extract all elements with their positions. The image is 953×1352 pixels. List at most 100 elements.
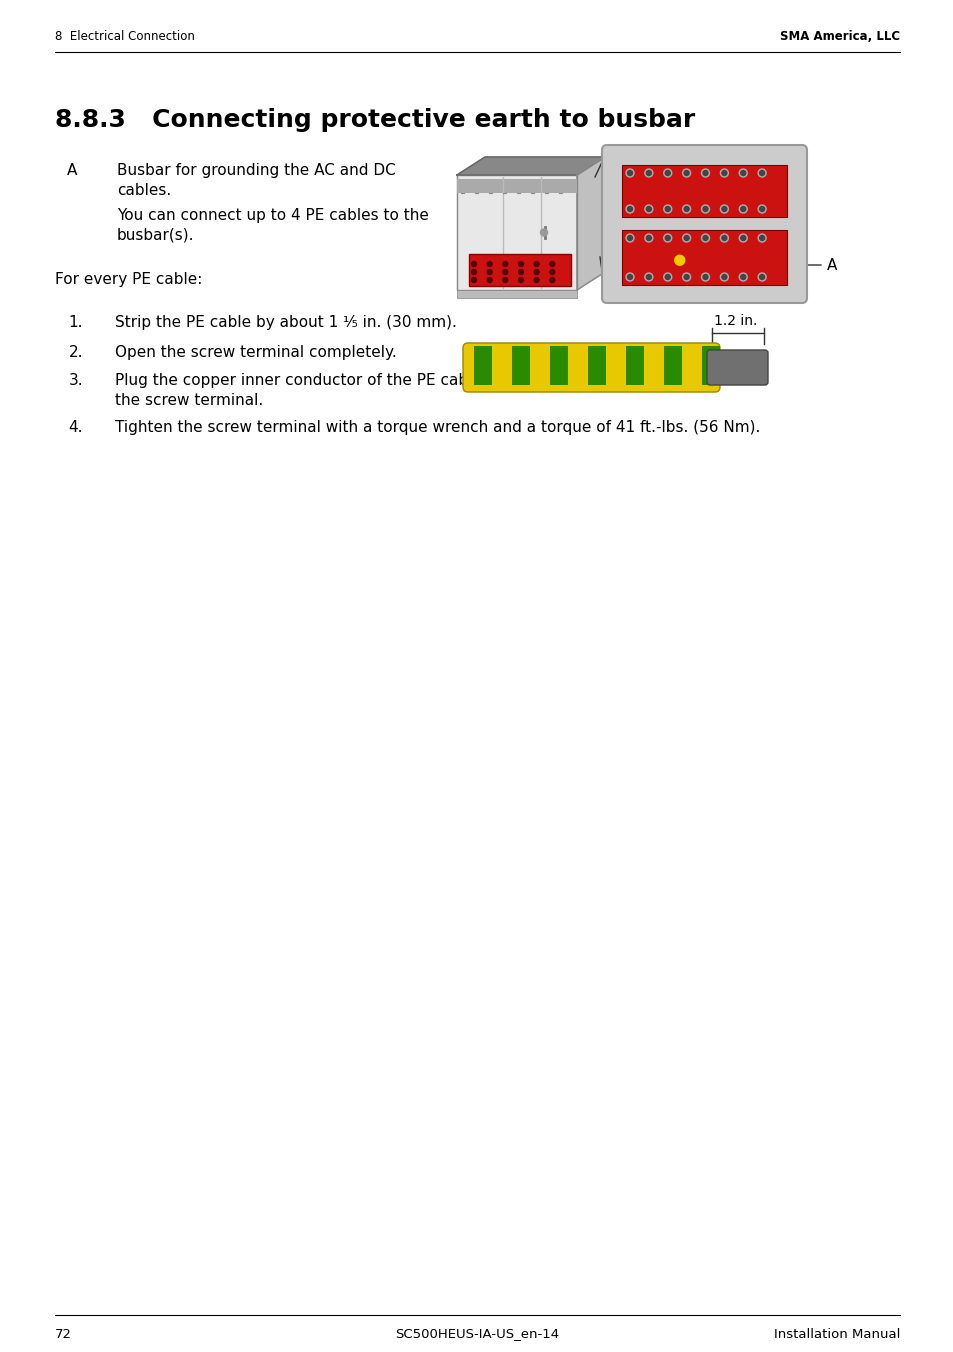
Circle shape [682, 234, 690, 242]
Text: You can connect up to 4 PE cables to the: You can connect up to 4 PE cables to the [117, 208, 429, 223]
Circle shape [625, 234, 634, 242]
Circle shape [625, 169, 634, 177]
Circle shape [487, 277, 492, 283]
Text: For every PE cable:: For every PE cable: [55, 272, 202, 287]
Bar [625, 346, 643, 385]
Circle shape [683, 170, 688, 176]
Circle shape [644, 169, 652, 177]
Circle shape [518, 269, 523, 274]
Circle shape [700, 273, 709, 281]
Circle shape [664, 207, 670, 211]
Circle shape [471, 269, 476, 274]
Circle shape [720, 234, 727, 242]
Circle shape [721, 170, 726, 176]
Text: 2.: 2. [69, 345, 83, 360]
Circle shape [682, 273, 690, 281]
Polygon shape [577, 157, 604, 289]
Circle shape [549, 269, 555, 274]
Circle shape [739, 206, 746, 214]
Bar [469, 254, 571, 287]
Circle shape [721, 207, 726, 211]
Circle shape [702, 235, 707, 241]
Bar [456, 178, 577, 193]
Circle shape [740, 274, 745, 280]
Circle shape [739, 273, 746, 281]
Circle shape [663, 169, 671, 177]
Circle shape [740, 207, 745, 211]
Circle shape [646, 207, 651, 211]
Circle shape [683, 274, 688, 280]
Circle shape [720, 273, 727, 281]
Circle shape [518, 261, 523, 266]
Circle shape [663, 206, 671, 214]
Text: Strip the PE cable by about 1 ¹⁄₅ in. (30 mm).: Strip the PE cable by about 1 ¹⁄₅ in. (3… [115, 315, 456, 330]
Text: 72: 72 [55, 1328, 71, 1340]
Circle shape [759, 235, 763, 241]
Circle shape [758, 169, 765, 177]
Text: the screw terminal.: the screw terminal. [115, 393, 263, 408]
Circle shape [627, 207, 632, 211]
Polygon shape [456, 174, 577, 289]
Circle shape [759, 170, 763, 176]
Bar [663, 346, 681, 385]
Circle shape [702, 274, 707, 280]
Circle shape [682, 169, 690, 177]
Circle shape [549, 277, 555, 283]
Text: Busbar for grounding the AC and DC: Busbar for grounding the AC and DC [117, 164, 395, 178]
Circle shape [664, 235, 670, 241]
Circle shape [702, 170, 707, 176]
Text: 1.: 1. [69, 315, 83, 330]
Circle shape [518, 277, 523, 283]
Circle shape [644, 234, 652, 242]
Bar [456, 289, 577, 297]
Circle shape [625, 206, 634, 214]
Circle shape [502, 269, 507, 274]
Circle shape [534, 277, 538, 283]
Bar [512, 346, 530, 385]
Circle shape [502, 261, 507, 266]
Circle shape [663, 273, 671, 281]
FancyBboxPatch shape [706, 350, 767, 385]
Circle shape [549, 261, 555, 266]
Circle shape [682, 206, 690, 214]
FancyBboxPatch shape [462, 343, 720, 392]
Text: 8  Electrical Connection: 8 Electrical Connection [55, 31, 194, 43]
Bar [701, 346, 720, 385]
Circle shape [487, 269, 492, 274]
Text: 8.8.3   Connecting protective earth to busbar: 8.8.3 Connecting protective earth to bus… [55, 108, 695, 132]
Circle shape [540, 228, 547, 237]
Circle shape [758, 234, 765, 242]
Text: Installation Manual: Installation Manual [773, 1328, 899, 1340]
Circle shape [644, 273, 652, 281]
Circle shape [700, 234, 709, 242]
Circle shape [627, 170, 632, 176]
Bar [587, 346, 605, 385]
Text: Tighten the screw terminal with a torque wrench and a torque of 41 ft.-lbs. (56 : Tighten the screw terminal with a torque… [115, 420, 760, 435]
Circle shape [663, 234, 671, 242]
Text: A: A [67, 164, 77, 178]
Circle shape [646, 274, 651, 280]
Circle shape [646, 170, 651, 176]
Bar [621, 230, 786, 285]
Circle shape [534, 261, 538, 266]
Circle shape [759, 274, 763, 280]
Circle shape [646, 235, 651, 241]
Circle shape [720, 169, 727, 177]
Circle shape [627, 274, 632, 280]
Bar [474, 346, 492, 385]
Circle shape [627, 235, 632, 241]
Text: A: A [826, 257, 837, 273]
Circle shape [721, 235, 726, 241]
Text: busbar(s).: busbar(s). [117, 228, 194, 243]
Circle shape [683, 235, 688, 241]
Circle shape [702, 207, 707, 211]
Circle shape [740, 170, 745, 176]
Text: Open the screw terminal completely.: Open the screw terminal completely. [115, 345, 396, 360]
Circle shape [644, 206, 652, 214]
Text: cables.: cables. [117, 183, 172, 197]
Circle shape [674, 256, 684, 265]
Circle shape [759, 207, 763, 211]
Circle shape [739, 234, 746, 242]
Text: 3.: 3. [69, 373, 83, 388]
Circle shape [471, 261, 476, 266]
